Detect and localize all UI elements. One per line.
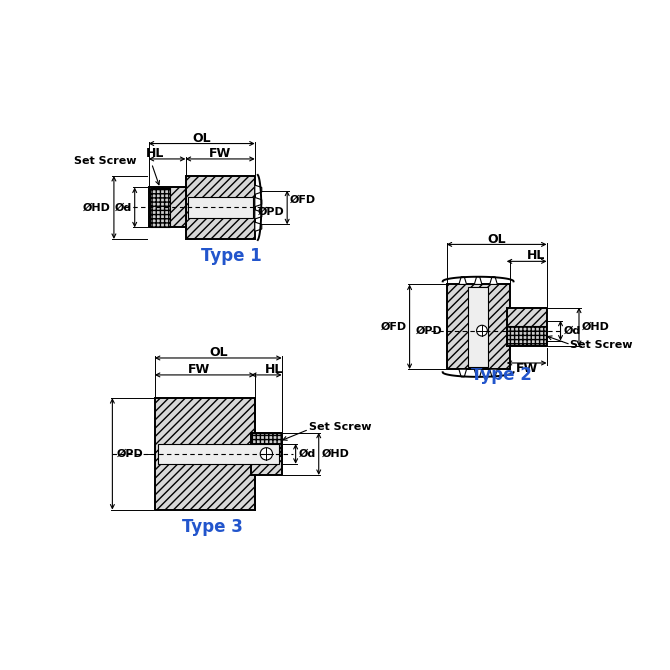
Text: Ød: Ød	[115, 202, 131, 212]
Text: ØFD: ØFD	[290, 195, 316, 205]
Text: ØHD: ØHD	[582, 322, 610, 332]
Text: ØPD: ØPD	[117, 449, 143, 459]
Text: OL: OL	[192, 131, 211, 145]
Circle shape	[260, 448, 273, 460]
Text: Type 3: Type 3	[182, 518, 243, 535]
Polygon shape	[446, 285, 510, 369]
Text: ØHD: ØHD	[83, 202, 111, 212]
Polygon shape	[251, 433, 282, 475]
Text: HL: HL	[265, 363, 283, 376]
Text: Type 1: Type 1	[202, 247, 262, 265]
Polygon shape	[474, 369, 482, 377]
Text: ØFD: ØFD	[381, 322, 407, 332]
Text: FW: FW	[209, 147, 231, 160]
Polygon shape	[490, 277, 497, 285]
Text: HL: HL	[527, 249, 545, 263]
Polygon shape	[252, 433, 281, 456]
Text: Ød: Ød	[563, 326, 581, 336]
Polygon shape	[474, 277, 482, 285]
Text: Type 2: Type 2	[471, 366, 532, 385]
Text: FW: FW	[188, 363, 210, 376]
Text: HL: HL	[145, 147, 164, 160]
Polygon shape	[186, 176, 255, 239]
Polygon shape	[468, 287, 488, 367]
Polygon shape	[255, 222, 262, 231]
Polygon shape	[255, 198, 262, 206]
Polygon shape	[255, 185, 262, 194]
Polygon shape	[490, 369, 497, 377]
Circle shape	[476, 325, 487, 336]
Polygon shape	[255, 210, 262, 219]
Text: ØHD: ØHD	[322, 449, 350, 459]
Text: Set Screw: Set Screw	[309, 422, 371, 432]
Text: Ød: Ød	[299, 449, 316, 459]
Text: OL: OL	[487, 232, 506, 245]
Polygon shape	[188, 197, 253, 218]
Text: ØPD: ØPD	[416, 326, 443, 336]
Polygon shape	[459, 277, 466, 285]
Text: OL: OL	[209, 346, 228, 359]
Polygon shape	[459, 369, 466, 377]
Text: FW: FW	[515, 362, 538, 375]
Polygon shape	[150, 188, 170, 226]
Polygon shape	[155, 398, 255, 510]
Text: Set Screw: Set Screw	[74, 156, 136, 166]
Text: Set Screw: Set Screw	[570, 340, 632, 350]
Polygon shape	[507, 308, 547, 346]
Polygon shape	[149, 188, 186, 228]
Text: ØPD: ØPD	[258, 206, 285, 216]
Polygon shape	[158, 444, 279, 464]
Polygon shape	[507, 326, 546, 345]
